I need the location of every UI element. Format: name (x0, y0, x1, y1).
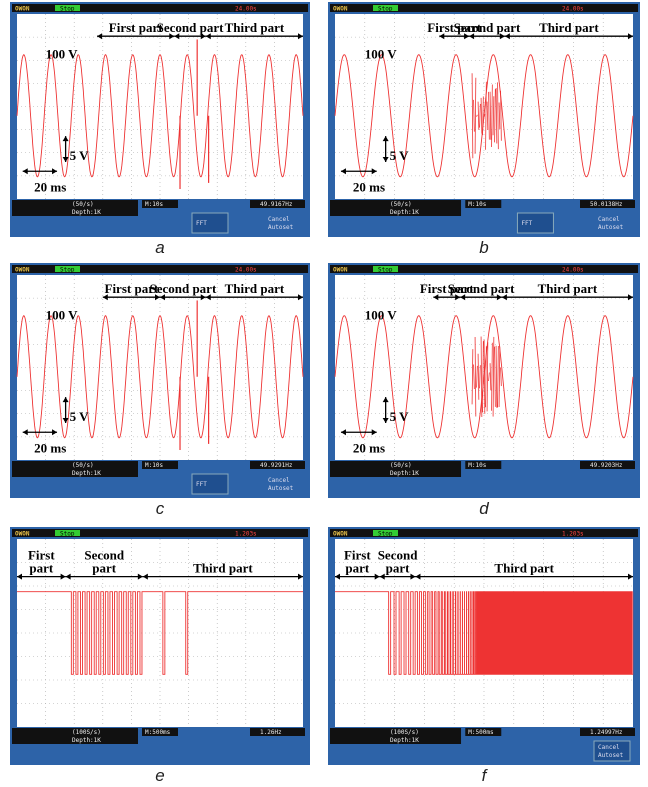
caption: a (155, 238, 164, 257)
depth: Depth:1K (72, 470, 101, 477)
brand: OWON (15, 6, 30, 13)
timebase: M:10s (145, 201, 163, 208)
depth: Depth:1K (390, 209, 419, 216)
menu-item: FFT (196, 481, 207, 488)
clock: 1.203s (562, 530, 584, 537)
menu-item: Cancel (598, 216, 620, 223)
voltage-label: 100 V (46, 46, 79, 61)
part-label: Second part (454, 20, 521, 35)
time-label: 20 ms (34, 180, 66, 195)
menu-item: Autoset (268, 224, 294, 231)
timebase: M:500ms (468, 729, 494, 736)
vdiv-label: 5 V (390, 409, 410, 424)
status: Stop (378, 5, 393, 12)
freq: 49.9291Hz (260, 462, 293, 469)
menu-item: Autoset (598, 224, 624, 231)
clock: 24.00s (562, 5, 584, 12)
part-label: Second part (448, 281, 515, 296)
status: Stop (60, 5, 75, 12)
timebase: M:10s (468, 462, 486, 469)
part-label: Third part (539, 20, 599, 35)
voltage-label: 100 V (365, 46, 398, 61)
part-label: First part (109, 20, 163, 35)
caption: c (156, 499, 165, 518)
vdiv-label: 5 V (70, 409, 90, 424)
rate: (50/s) (390, 462, 412, 469)
clock: 24.00s (235, 266, 257, 273)
clock: 24.00s (562, 266, 584, 273)
part-label: Firstpart (344, 548, 371, 576)
rate: (50/s) (72, 462, 94, 469)
menu-item: Cancel (268, 477, 290, 484)
status: Stop (378, 266, 393, 273)
caption: f (482, 766, 489, 785)
brand: OWON (333, 267, 348, 274)
rate: (50/s) (72, 201, 94, 208)
timebase: M:10s (468, 201, 486, 208)
part-label: Third part (193, 561, 253, 576)
freq: 50.0138Hz (590, 201, 623, 208)
brand: OWON (15, 531, 30, 538)
menu-item: Autoset (598, 752, 624, 759)
time-label: 20 ms (34, 441, 66, 456)
freq: 1.26Hz (260, 729, 282, 736)
caption: d (479, 499, 489, 518)
part-label: Third part (538, 281, 598, 296)
depth: Depth:1K (390, 737, 419, 744)
part-label: Third part (225, 20, 285, 35)
caption: b (479, 238, 488, 257)
part-label: Second part (149, 281, 216, 296)
figure: OWONStop24.00s100 V5 V20 msFirst partSec… (0, 0, 648, 787)
freq: 1.24997Hz (590, 729, 623, 736)
rate: (100S/s) (390, 729, 419, 736)
part-label: Firstpart (28, 548, 55, 576)
timebase: M:10s (145, 462, 163, 469)
brand: OWON (333, 531, 348, 538)
menu-item: FFT (196, 220, 207, 227)
menu-item: Autoset (268, 485, 294, 492)
brand: OWON (333, 6, 348, 13)
brand: OWON (15, 267, 30, 274)
clock: 24.00s (235, 5, 257, 12)
part-label: Third part (494, 561, 554, 576)
depth: Depth:1K (72, 737, 101, 744)
part-label: Third part (225, 281, 285, 296)
status: Stop (60, 530, 75, 537)
vdiv-label: 5 V (390, 148, 410, 163)
caption: e (155, 766, 164, 785)
status: Stop (378, 530, 393, 537)
part-label: Second part (157, 20, 224, 35)
timebase: M:500ms (145, 729, 171, 736)
voltage-label: 100 V (365, 307, 398, 322)
menu-item: Cancel (268, 216, 290, 223)
time-label: 20 ms (353, 441, 385, 456)
rate: (50/s) (390, 201, 412, 208)
freq: 49.9167Hz (260, 201, 293, 208)
menu-item: Cancel (598, 744, 620, 751)
status: Stop (60, 266, 75, 273)
voltage-label: 100 V (46, 307, 79, 322)
depth: Depth:1K (72, 209, 101, 216)
menu-item: FFT (521, 220, 532, 227)
vdiv-label: 5 V (70, 148, 90, 163)
clock: 1.203s (235, 530, 257, 537)
rate: (100S/s) (72, 729, 101, 736)
freq: 49.9203Hz (590, 462, 623, 469)
depth: Depth:1K (390, 470, 419, 477)
time-label: 20 ms (353, 180, 385, 195)
